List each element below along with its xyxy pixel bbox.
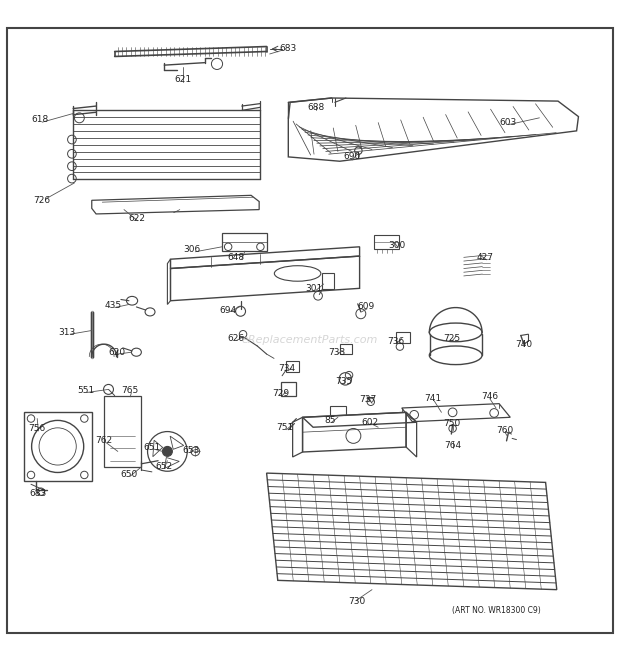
Text: 551: 551: [77, 386, 94, 395]
Text: 306: 306: [184, 245, 201, 254]
Bar: [396, 332, 410, 343]
Text: 85: 85: [325, 416, 336, 425]
Text: 733: 733: [328, 348, 345, 357]
Text: 313: 313: [58, 328, 76, 337]
Bar: [322, 274, 334, 289]
Text: 725: 725: [443, 334, 460, 343]
Text: 688: 688: [308, 103, 325, 112]
Bar: [222, 233, 267, 251]
Text: 735: 735: [335, 377, 353, 386]
Text: 736: 736: [387, 336, 404, 346]
Text: 694: 694: [219, 305, 237, 315]
Text: 603: 603: [500, 118, 517, 128]
Text: 620: 620: [108, 348, 125, 357]
Text: 683: 683: [280, 44, 297, 53]
Bar: [374, 235, 399, 249]
Text: 626: 626: [227, 334, 244, 343]
Text: 602: 602: [361, 418, 378, 427]
Text: 648: 648: [227, 253, 244, 262]
Text: 435: 435: [105, 301, 122, 310]
Text: 756: 756: [29, 424, 46, 433]
Text: 651: 651: [143, 443, 161, 451]
Text: 741: 741: [424, 394, 441, 403]
Text: 726: 726: [33, 196, 51, 205]
Bar: [281, 382, 296, 395]
Text: 765: 765: [122, 386, 139, 395]
Text: 764: 764: [444, 442, 461, 450]
Text: 622: 622: [128, 214, 145, 223]
Text: 621: 621: [174, 75, 192, 84]
Text: 734: 734: [278, 364, 296, 373]
Circle shape: [162, 446, 172, 456]
Text: 683: 683: [30, 489, 47, 498]
Text: 730: 730: [348, 597, 365, 606]
Text: 300: 300: [388, 241, 405, 250]
Bar: [286, 361, 299, 372]
Text: 729: 729: [272, 389, 290, 398]
Text: 301: 301: [306, 284, 323, 293]
Bar: [104, 395, 141, 467]
Text: eReplacementParts.com: eReplacementParts.com: [242, 335, 378, 345]
Text: 760: 760: [497, 426, 514, 436]
Bar: [330, 406, 346, 416]
Text: (ART NO. WR18300 C9): (ART NO. WR18300 C9): [451, 606, 541, 615]
Text: 652: 652: [156, 463, 173, 471]
Text: 427: 427: [476, 253, 494, 262]
Text: 690: 690: [343, 153, 361, 161]
Text: 740: 740: [515, 340, 533, 349]
Text: 653: 653: [182, 446, 200, 455]
Text: 609: 609: [357, 303, 374, 311]
Text: 762: 762: [95, 436, 113, 445]
Text: 750: 750: [443, 419, 460, 428]
Text: 746: 746: [481, 393, 498, 401]
Text: 751: 751: [277, 423, 294, 432]
Text: 737: 737: [359, 395, 376, 405]
Text: 618: 618: [32, 115, 49, 124]
Bar: [340, 344, 352, 354]
Text: 650: 650: [120, 471, 138, 479]
